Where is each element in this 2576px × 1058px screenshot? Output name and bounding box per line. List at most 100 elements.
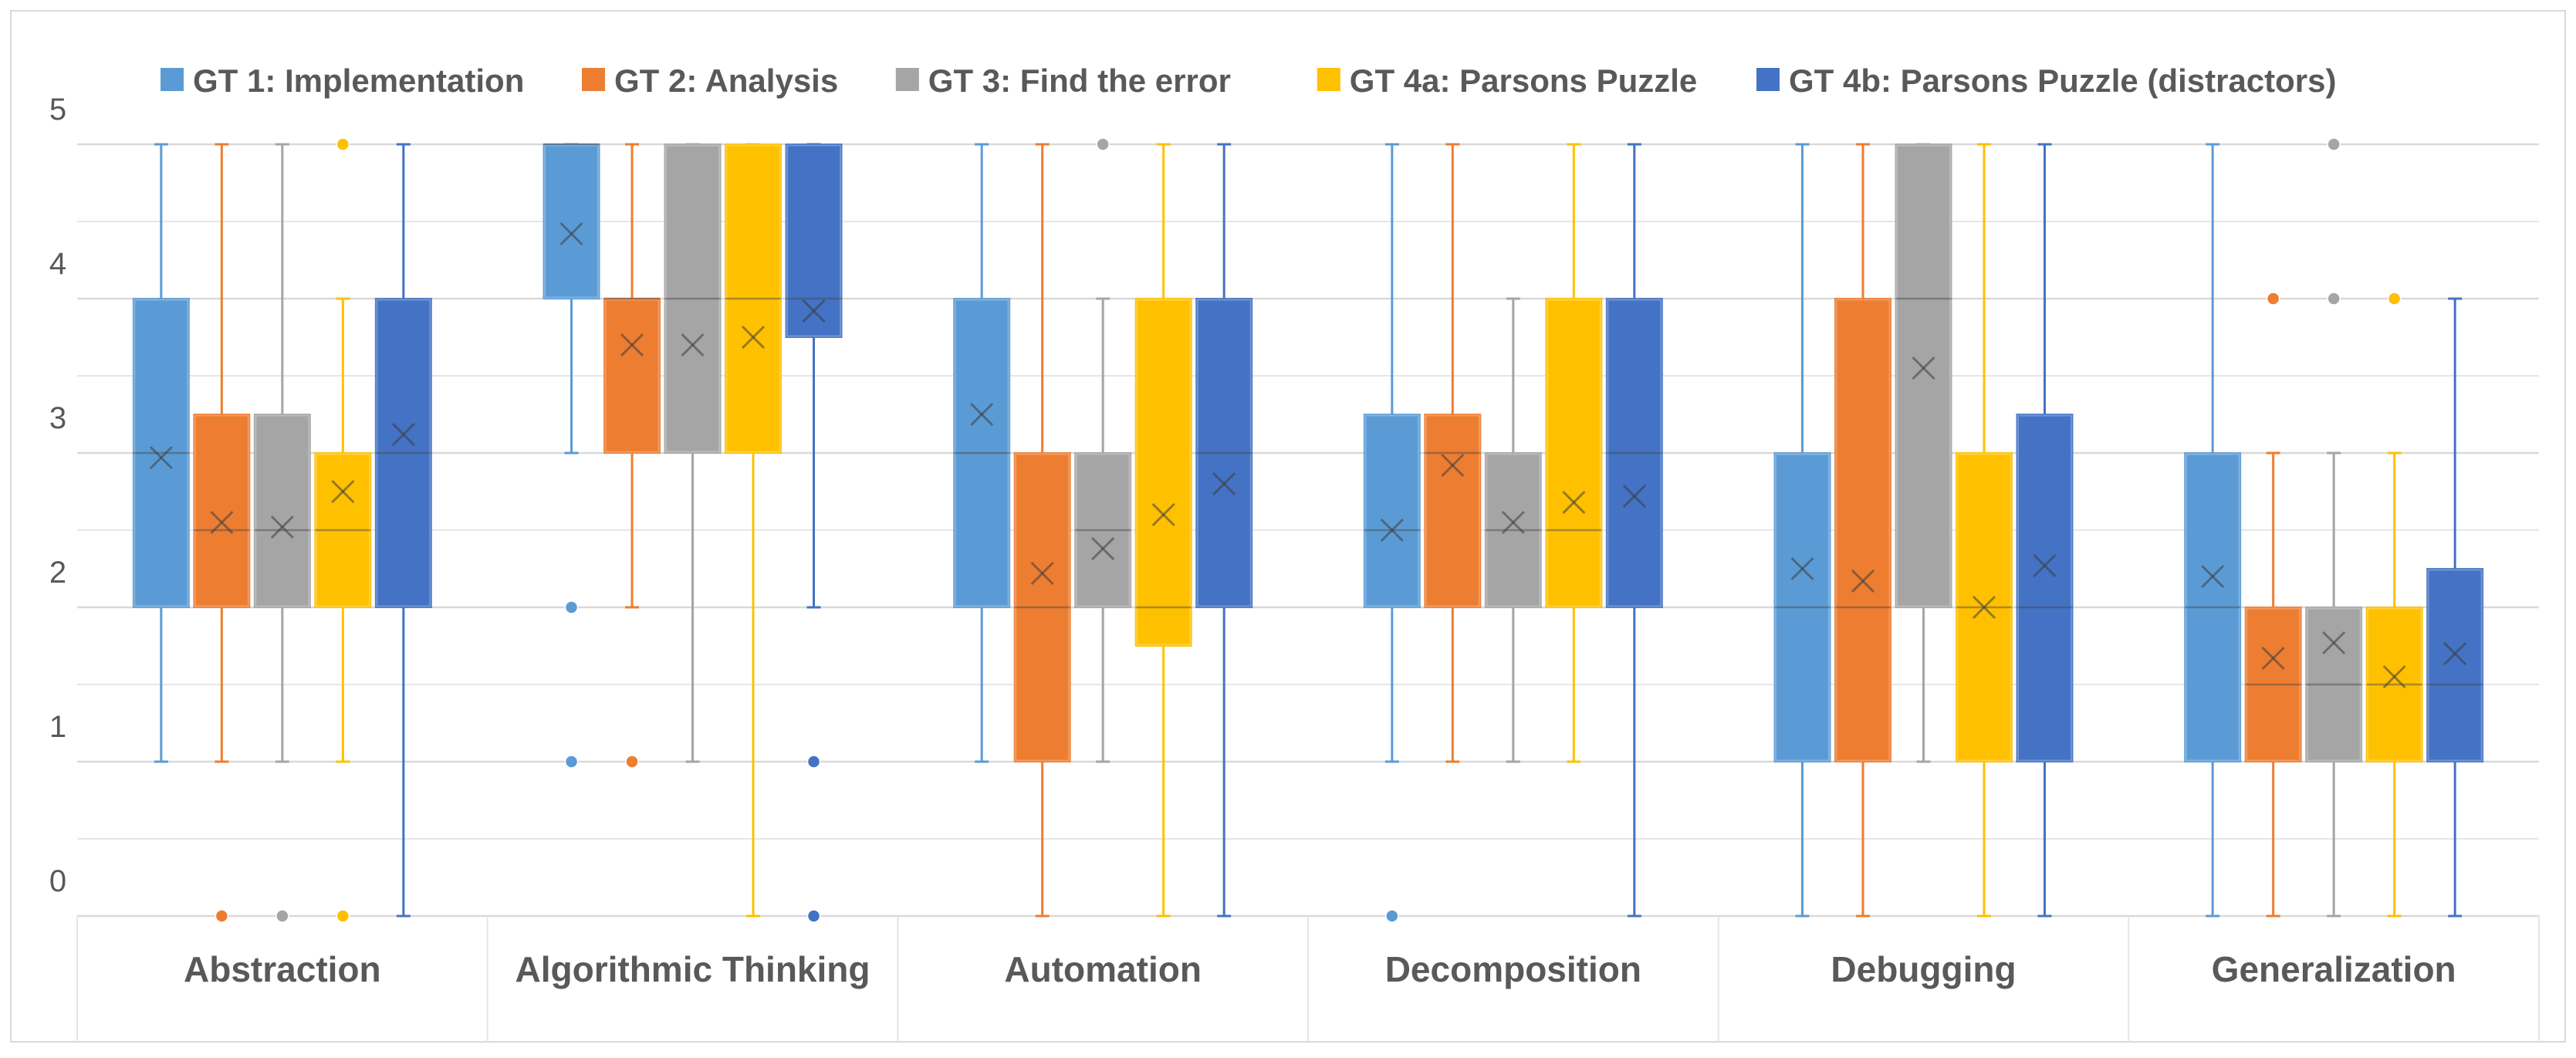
box-highlight xyxy=(134,299,189,607)
chart-border xyxy=(10,10,2566,1043)
box-highlight xyxy=(1015,453,1070,762)
category-label: Automation xyxy=(1004,949,1202,989)
box xyxy=(2016,414,2074,762)
mean-marker xyxy=(210,510,234,535)
box xyxy=(2426,568,2484,762)
box-highlight xyxy=(1546,299,1601,607)
box-highlight xyxy=(1607,299,1662,607)
mean-marker xyxy=(2261,646,2285,671)
box xyxy=(314,452,372,608)
box-highlight xyxy=(2427,569,2483,762)
mean-marker xyxy=(1912,356,1935,380)
box xyxy=(1545,298,1603,608)
box xyxy=(374,298,432,608)
outlier-point xyxy=(1096,137,1110,151)
box xyxy=(1484,452,1542,608)
box xyxy=(603,298,661,454)
category-label: Decomposition xyxy=(1385,949,1641,989)
mean-marker xyxy=(620,333,644,357)
box-highlight xyxy=(1425,414,1480,607)
outlier-point xyxy=(336,909,350,923)
box xyxy=(253,414,311,608)
mean-marker xyxy=(270,515,294,539)
outlier-point xyxy=(2387,292,2402,306)
box xyxy=(1074,452,1132,608)
box xyxy=(2244,607,2302,762)
box xyxy=(953,298,1011,608)
box xyxy=(2184,452,2242,762)
box xyxy=(664,144,722,454)
legend-swatch xyxy=(1756,68,1780,91)
outlier-point xyxy=(336,137,350,151)
box-highlight xyxy=(2306,607,2361,762)
box-highlight xyxy=(1075,453,1131,607)
mean-marker xyxy=(331,479,355,504)
box-highlight xyxy=(604,299,660,453)
mean-marker xyxy=(681,333,705,357)
box xyxy=(1013,452,1071,762)
mean-marker xyxy=(2322,630,2346,655)
outlier-point xyxy=(2327,137,2341,151)
box-highlight xyxy=(1364,414,1420,607)
box-highlight xyxy=(1835,299,1891,762)
mean-marker xyxy=(741,325,766,350)
mean-marker xyxy=(1030,561,1054,586)
outlier-point xyxy=(1385,909,1399,923)
y-tick-label: 3 xyxy=(49,401,66,435)
box-highlight xyxy=(954,299,1009,607)
box xyxy=(1834,298,1891,762)
mean-marker xyxy=(2443,641,2467,666)
box-highlight xyxy=(786,144,841,337)
outlier-point xyxy=(625,755,639,769)
y-tick-label: 1 xyxy=(49,710,66,744)
outlier-point xyxy=(564,755,579,769)
category-label: Algorithmic Thinking xyxy=(516,949,870,989)
mean-marker xyxy=(2033,553,2057,578)
mean-marker xyxy=(1501,510,1525,535)
mean-marker xyxy=(1091,536,1115,561)
y-tick-label: 0 xyxy=(49,864,66,898)
mean-marker xyxy=(802,299,826,323)
box-highlight xyxy=(376,299,431,607)
box xyxy=(1424,414,1482,608)
box xyxy=(193,414,251,608)
mean-marker xyxy=(2382,664,2406,689)
box-highlight xyxy=(2017,414,2072,762)
box xyxy=(543,144,600,299)
legend-label: GT 1: Implementation xyxy=(193,63,524,99)
legend-swatch xyxy=(582,68,605,91)
mean-marker xyxy=(1562,490,1586,515)
box-highlight xyxy=(1775,453,1830,762)
mean-marker xyxy=(2201,564,2225,589)
box-highlight xyxy=(1136,299,1192,646)
box-highlight xyxy=(2246,607,2301,762)
outlier-point xyxy=(2266,292,2280,306)
mean-marker xyxy=(1622,484,1646,509)
legend-label: GT 2: Analysis xyxy=(614,63,838,99)
box xyxy=(1363,414,1421,608)
mean-marker xyxy=(1790,556,1814,581)
outlier-point xyxy=(2327,292,2341,306)
box xyxy=(725,144,782,454)
box-highlight xyxy=(1896,144,1951,607)
mean-marker xyxy=(149,445,173,470)
y-tick-label: 4 xyxy=(49,247,66,281)
mean-marker xyxy=(1212,472,1236,496)
mean-marker xyxy=(559,221,583,246)
box xyxy=(1195,298,1253,608)
box-highlight xyxy=(2185,453,2240,762)
mean-marker xyxy=(1441,453,1465,478)
box xyxy=(1605,298,1663,608)
mean-marker xyxy=(970,402,994,427)
box xyxy=(2365,607,2423,762)
outlier-point xyxy=(276,909,289,923)
mean-marker xyxy=(1151,502,1175,527)
box-highlight xyxy=(2367,607,2422,762)
mean-marker xyxy=(1972,595,1996,620)
mean-marker xyxy=(1851,569,1875,593)
y-tick-label: 5 xyxy=(49,93,66,127)
box xyxy=(785,144,843,338)
outlier-point xyxy=(806,755,821,769)
outlier-point xyxy=(564,600,579,614)
